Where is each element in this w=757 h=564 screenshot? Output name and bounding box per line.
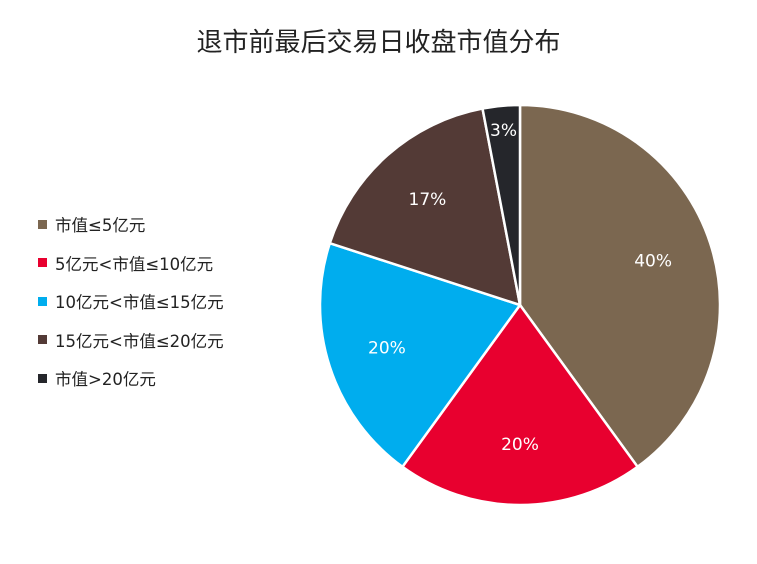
legend-label-15to20: 15亿元<市值≤20亿元 (55, 331, 224, 351)
pie-slice-10to15 (318, 241, 522, 469)
legend-label-gt20: 市值>20亿元 (55, 370, 156, 390)
chart-legend: 市值≤5亿元 5亿元<市值≤10亿元 10亿元<市值≤15亿元 15亿元<市值≤… (38, 205, 224, 398)
legend-swatch-5to10 (38, 258, 47, 268)
legend-swatch-gt20 (38, 373, 47, 383)
legend-item-5to10: 5亿元<市值≤10亿元 (38, 244, 224, 283)
legend-swatch-10to15 (38, 296, 47, 306)
pie-slice-le5 (518, 103, 722, 469)
legend-label-5to10: 5亿元<市值≤10亿元 (55, 254, 214, 274)
pie-slice-15to20 (328, 107, 522, 307)
legend-swatch-le5 (38, 219, 47, 229)
data-label-gt20: 3% (490, 121, 517, 141)
legend-label-le5: 市值≤5亿元 (55, 216, 146, 236)
data-label-5to10: 20% (501, 435, 539, 455)
pie-slice-5to10 (401, 303, 639, 507)
legend-item-15to20: 15亿元<市值≤20亿元 (38, 321, 224, 360)
data-label-10to15: 20% (368, 338, 406, 358)
chart-title: 退市前最后交易日收盘市值分布 (196, 28, 561, 58)
legend-swatch-15to20 (38, 335, 47, 345)
legend-label-10to15: 10亿元<市值≤15亿元 (55, 293, 224, 313)
legend-item-gt20: 市值>20亿元 (38, 359, 224, 398)
pie-slice-gt20 (481, 103, 522, 307)
pie-slices (318, 103, 722, 507)
data-label-15to20: 17% (409, 190, 447, 210)
legend-item-10to15: 10亿元<市值≤15亿元 (38, 282, 224, 321)
data-label-le5: 40% (634, 252, 672, 272)
pie-data-labels: 40% 20% 20% 17% 3% (368, 121, 672, 455)
legend-item-le5: 市值≤5亿元 (38, 205, 224, 244)
